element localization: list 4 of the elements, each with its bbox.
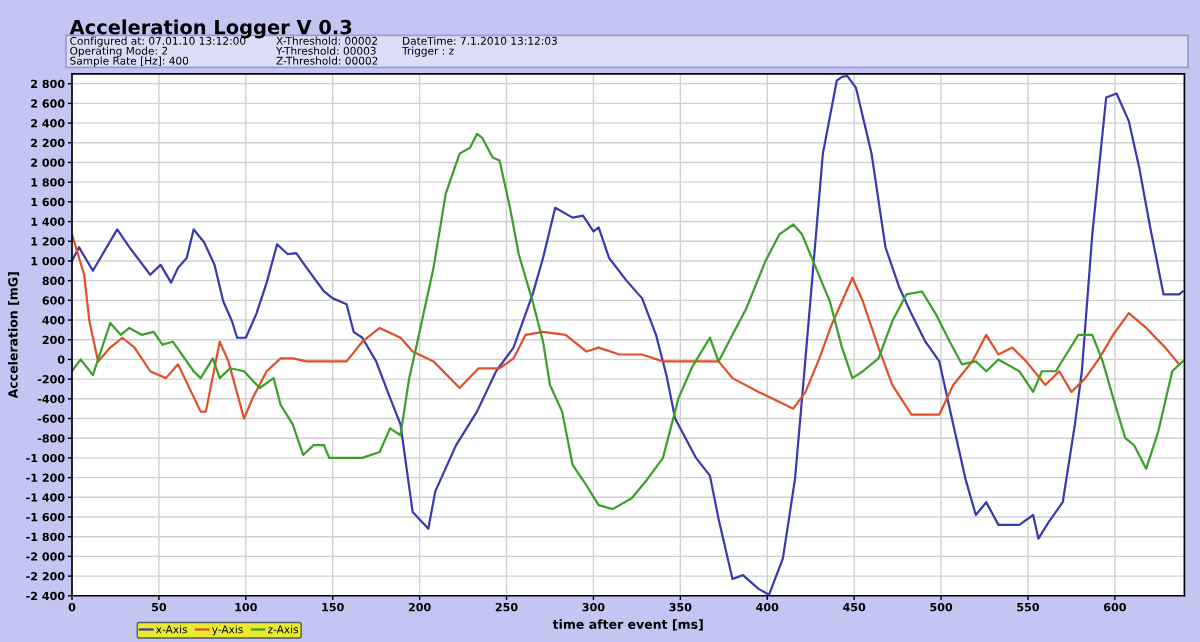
line-series <box>72 74 1184 596</box>
chart-title: Acceleration Logger V 0.3 <box>69 19 352 39</box>
line-series <box>72 132 1184 511</box>
line-series <box>72 233 1181 420</box>
